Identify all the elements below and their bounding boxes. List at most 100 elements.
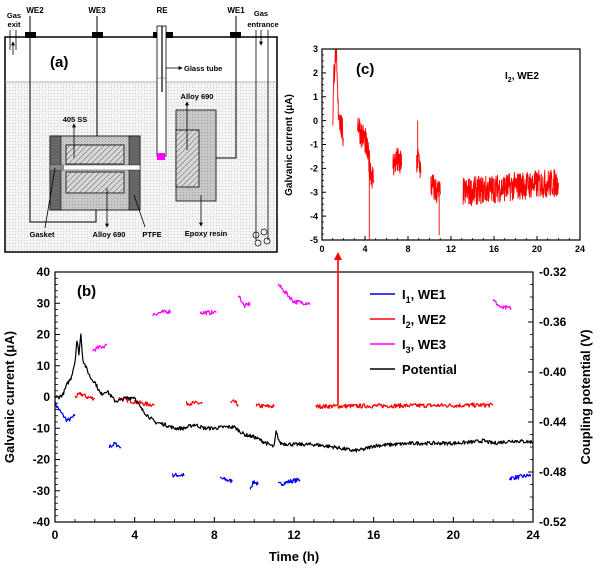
x-tick-label: 16 [489,244,499,254]
series-line-segment [462,169,559,206]
legend-label-potential: Potential [402,362,457,377]
y-tick-label: -40 [33,515,51,529]
b-y-tick-labels: -40 -30 -20 -10 0 10 20 30 40 [33,265,51,529]
series-i3-we3 [92,283,512,352]
x-tick-label: 8 [211,528,218,542]
series-line-segment [492,299,512,310]
y-tick-label: -2 [310,164,318,174]
series-line-segment [357,117,375,189]
series-line-segment [185,400,203,406]
c-inset-label: I2, WE2 [505,71,539,84]
y2-tick-label: -0.32 [539,265,567,279]
series-i1-we1 [54,401,532,490]
gasket-label: Gasket [29,230,55,239]
series-line-segment [237,295,251,309]
x-tick-label: 4 [362,244,367,254]
series-line-segment [108,441,122,449]
y2-tick-label: -0.36 [539,315,567,329]
b-ticks [54,271,534,523]
gasket-right [128,135,141,211]
ss405-specimen [65,144,125,165]
gas-exit-label-2: exit [8,20,21,29]
alloy690-we1-specimen [175,129,200,188]
series-line-segment [54,333,534,453]
legend-label-i1: I1, WE1 [402,287,446,305]
series-line-segment [199,309,217,316]
series-line-segment [92,343,108,352]
legend-label-i2: I2, WE2 [402,312,446,330]
alloy690-specimen [65,171,125,194]
gas-entrance-label-1: Gas [254,9,268,18]
x-tick-label: 20 [532,244,542,254]
x-tick-label: 24 [526,528,540,542]
vessel-outline [4,36,278,253]
alloy690-bottom-label: Alloy 690 [93,230,126,239]
y-tick-label: 0 [313,116,318,126]
series-line-segment [219,476,233,484]
series-line-segment [255,403,275,409]
gas-entrance-label-2: entrance [247,20,278,29]
x-tick-label: 12 [287,528,301,542]
c-ticks [321,48,581,241]
series-line-segment [54,401,76,423]
x-tick-label: 0 [319,244,324,254]
b-y-axis-label: Galvanic current (μA) [2,331,17,463]
series-line-segment [277,283,311,306]
series-line-segment [332,48,344,147]
y-tick-label: -4 [310,211,318,221]
y-tick-label: 20 [37,328,51,342]
epoxy-label: Epoxy resin [185,229,228,238]
y-tick-label: -20 [33,453,51,467]
series-line-segment [509,473,532,481]
c-y-axis-label: Galvanic current (μA) [284,94,295,196]
x-tick-label: 20 [447,528,461,542]
panel-a-label: (a) [50,54,68,71]
panel-b-chart: 0 4 8 12 16 20 24 -40 -30 -20 -10 0 10 20 30 40 -0.52 -… [2,252,593,564]
y-tick-label: -30 [33,484,51,498]
alloy690-top-label: Alloy 690 [181,92,214,101]
x-tick-label: 12 [446,244,456,254]
series-line-segment [392,147,403,176]
x-tick-label: 4 [131,528,138,542]
electrode-label-we1: WE1 [227,6,245,15]
y-tick-label: 3 [313,44,318,54]
series-line-segment [315,402,494,410]
y-tick-label: 40 [37,265,51,279]
b-y2-axis-label: Coupling potential (V) [578,329,593,464]
ptfe-label: PTFE [142,230,161,239]
series-line-segment [74,391,96,401]
b-panel-label: (b) [77,283,96,300]
gasket-left [49,135,62,211]
c-plot-data [332,48,559,240]
y-tick-label: -3 [310,187,318,197]
b-plot-data [54,283,534,490]
y-tick-label: 2 [313,68,318,78]
y-tick-label: -5 [310,235,318,245]
y-tick-label: -10 [33,421,51,435]
y-tick-label: 30 [37,296,51,310]
y2-tick-label: -0.52 [539,515,567,529]
glass-tube-label: Glass tube [184,64,222,73]
x-tick-label: 16 [367,528,381,542]
y-tick-label: 1 [313,92,318,102]
b-y2-tick-labels: -0.52 -0.48 -0.44 -0.40 -0.36 -0.32 [539,265,567,529]
series-potential [54,333,534,453]
ss405-label: 405 SS [63,115,88,124]
x-tick-label: 0 [52,528,59,542]
series-i2-we2 [74,391,494,410]
y-tick-label: -1 [310,140,318,150]
x-tick-label: 8 [405,244,410,254]
x-tick-label: 24 [575,244,585,254]
re-tip [157,153,165,160]
electrode-label-re: RE [156,6,168,15]
y-tick-label: 10 [37,359,51,373]
y-tick-label: 0 [43,390,50,404]
electrode-label-we3: WE3 [88,6,106,15]
y2-tick-label: -0.44 [539,415,567,429]
series-line-segment [152,309,172,317]
series-line-segment [230,399,239,407]
series-line-segment [277,477,301,487]
c-x-tick-labels: 0 4 8 12 16 20 24 [319,244,585,254]
